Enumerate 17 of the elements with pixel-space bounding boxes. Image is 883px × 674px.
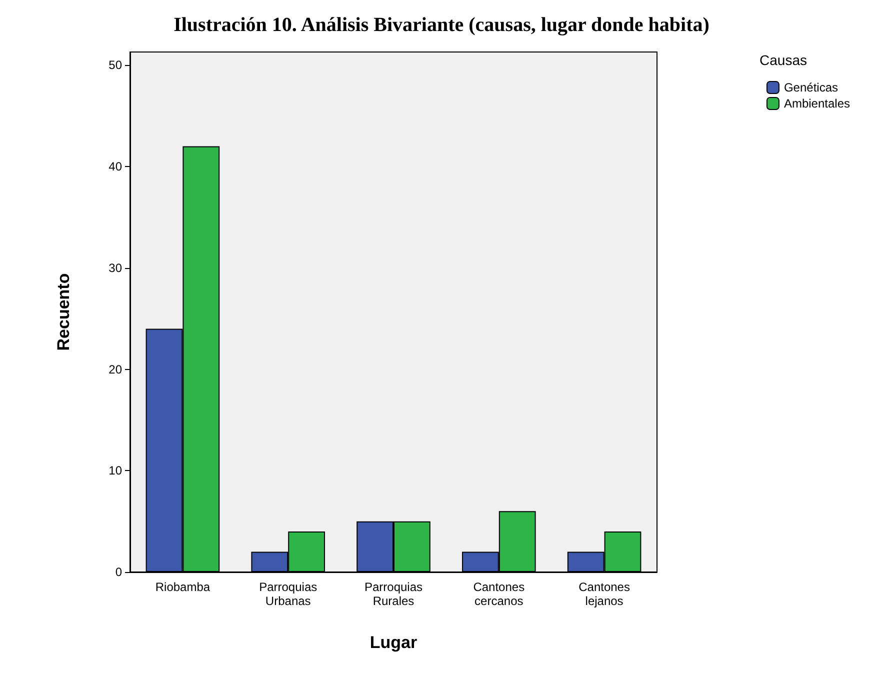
chart-title: Ilustración 10. Análisis Bivariante (causas, lugar donde habita) <box>174 14 710 36</box>
x-tick-label: Riobamba <box>155 580 210 594</box>
x-tick-label: Parroquias Rurales <box>364 580 423 608</box>
legend-title: Causas <box>760 52 807 68</box>
x-axis-title: Lugar <box>370 633 418 652</box>
y-tick-label: 10 <box>108 464 122 478</box>
legend-label: Ambientales <box>784 96 850 110</box>
y-tick-label: 50 <box>108 58 122 72</box>
y-axis-title: Recuento <box>54 273 73 351</box>
y-tick-label: 20 <box>108 362 122 376</box>
y-tick-label: 0 <box>115 565 122 579</box>
y-tick-label: 30 <box>108 260 122 275</box>
x-tick-label: Cantones lejanos <box>578 580 630 608</box>
y-tick-label: 40 <box>108 160 122 174</box>
x-tick-label: Parroquias Urbanas <box>259 580 318 608</box>
x-tick-label: Cantones cercanos <box>473 580 525 608</box>
legend-label: Genéticas <box>784 80 838 94</box>
